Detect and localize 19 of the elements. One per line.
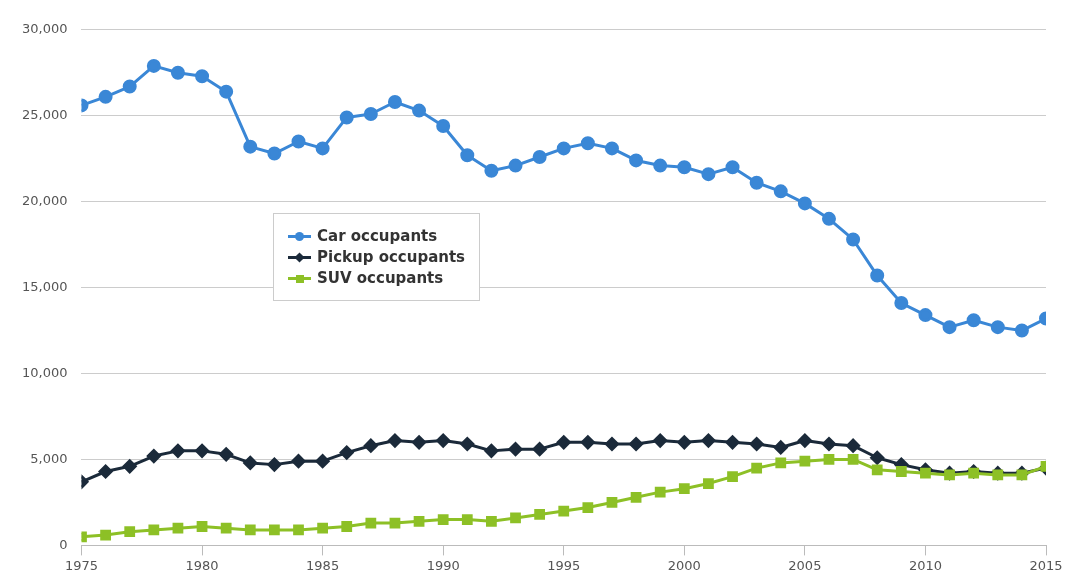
x-tick-label: 2000 xyxy=(667,557,701,573)
y-tick-label: 20,000 xyxy=(21,193,68,209)
x-tick-label: 2010 xyxy=(908,557,942,573)
y-tick-label: 25,000 xyxy=(21,107,68,123)
legend-label: SUV occupants xyxy=(317,269,444,287)
legend-label: Pickup occupants xyxy=(317,248,466,266)
y-tick-label: 30,000 xyxy=(21,21,68,37)
x-tick-label: 1975 xyxy=(64,557,99,573)
y-tick-label: 10,000 xyxy=(21,364,68,380)
y-tick-label: 5,000 xyxy=(30,450,68,466)
legend-label: Car occupants xyxy=(317,227,438,245)
x-tick-label: 2015 xyxy=(1029,557,1063,573)
x-tick-label: 1995 xyxy=(547,557,581,573)
y-tick-label: 15,000 xyxy=(21,278,68,294)
x-tick-label: 2005 xyxy=(788,557,822,573)
x-tick-label: 1990 xyxy=(426,557,460,573)
x-tick-label: 1980 xyxy=(185,557,219,573)
y-tick-label: 0 xyxy=(59,536,68,552)
x-tick-label: 1985 xyxy=(306,557,340,573)
